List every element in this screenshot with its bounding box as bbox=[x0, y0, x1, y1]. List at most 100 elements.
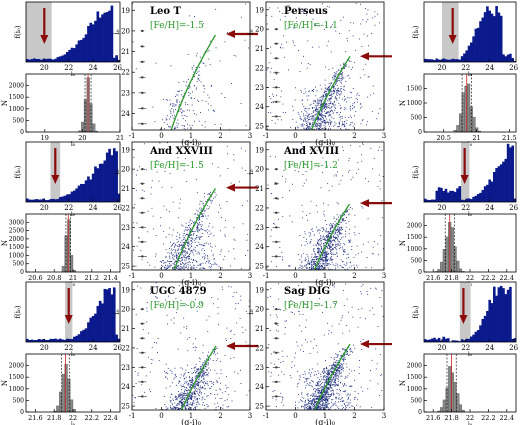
star-point bbox=[211, 163, 213, 165]
star-point bbox=[313, 408, 315, 410]
star-point bbox=[207, 215, 209, 217]
star-point bbox=[199, 203, 201, 205]
star-point bbox=[160, 225, 161, 227]
star-point bbox=[172, 105, 174, 107]
star-point bbox=[178, 91, 180, 92]
star-point bbox=[188, 383, 190, 385]
star-point bbox=[348, 116, 350, 118]
star-point bbox=[167, 323, 168, 325]
star-point bbox=[185, 404, 187, 406]
star-point bbox=[178, 403, 179, 405]
star-point bbox=[336, 71, 338, 73]
star-point bbox=[340, 401, 342, 402]
star-point bbox=[320, 187, 322, 189]
star-point bbox=[312, 91, 314, 93]
histogram-bar bbox=[44, 200, 48, 202]
histogram-bar bbox=[82, 329, 86, 342]
star-point bbox=[241, 167, 243, 169]
star-point bbox=[146, 302, 148, 303]
star-point bbox=[311, 253, 313, 255]
star-point bbox=[382, 176, 384, 177]
star-point bbox=[168, 295, 169, 297]
star-point bbox=[336, 370, 338, 372]
star-point bbox=[183, 237, 185, 239]
star-point bbox=[176, 406, 178, 408]
star-point bbox=[320, 244, 322, 246]
histogram-bar bbox=[80, 183, 83, 202]
star-point bbox=[318, 407, 320, 409]
star-point bbox=[337, 356, 339, 358]
star-point bbox=[329, 228, 331, 230]
star-point bbox=[269, 156, 271, 158]
star-point bbox=[366, 290, 368, 292]
histogram-bar bbox=[460, 339, 464, 342]
star-point bbox=[302, 124, 304, 126]
star-point bbox=[324, 391, 326, 393]
star-point bbox=[377, 243, 379, 245]
histogram-bar bbox=[486, 6, 489, 63]
histogram-bar bbox=[117, 338, 121, 342]
star-point bbox=[269, 95, 271, 97]
star-point bbox=[312, 263, 314, 265]
star-point bbox=[321, 383, 323, 385]
star-point bbox=[332, 240, 334, 241]
star-point bbox=[309, 64, 311, 66]
star-point bbox=[323, 104, 325, 106]
histogram-bar bbox=[488, 10, 491, 62]
histogram-bar bbox=[35, 58, 39, 62]
star-point bbox=[184, 382, 186, 384]
star-point bbox=[205, 371, 206, 373]
star-point bbox=[191, 67, 193, 69]
star-point bbox=[313, 250, 315, 252]
star-point bbox=[199, 216, 201, 218]
star-point bbox=[334, 152, 336, 154]
star-point bbox=[335, 82, 337, 84]
star-point bbox=[224, 391, 226, 393]
star-point bbox=[268, 371, 270, 373]
star-point bbox=[329, 103, 331, 105]
star-point bbox=[322, 259, 324, 260]
star-point bbox=[188, 408, 189, 410]
star-point bbox=[174, 105, 176, 107]
star-point bbox=[227, 406, 229, 407]
star-point bbox=[290, 300, 292, 302]
star-point bbox=[308, 262, 310, 264]
star-point bbox=[331, 24, 333, 26]
star-point bbox=[316, 247, 318, 249]
star-point bbox=[328, 231, 329, 233]
star-point bbox=[367, 19, 369, 20]
star-point bbox=[202, 374, 204, 376]
star-point bbox=[316, 124, 318, 126]
star-point bbox=[167, 265, 169, 267]
star-point bbox=[186, 116, 188, 118]
star-point bbox=[329, 269, 331, 270]
star-point bbox=[273, 95, 275, 97]
cmd-xlabel: (g-i)₀ bbox=[315, 138, 335, 147]
star-point bbox=[311, 106, 313, 108]
star-point bbox=[169, 400, 171, 402]
star-point bbox=[222, 404, 224, 406]
star-point bbox=[336, 230, 338, 232]
star-point bbox=[197, 99, 198, 101]
star-point bbox=[324, 116, 326, 117]
star-point bbox=[165, 99, 167, 100]
star-point bbox=[309, 118, 311, 120]
star-point bbox=[142, 189, 144, 191]
star-point bbox=[190, 234, 192, 236]
star-point bbox=[188, 91, 190, 93]
star-point bbox=[295, 87, 297, 89]
star-point bbox=[170, 65, 172, 67]
star-point bbox=[319, 381, 320, 383]
star-point bbox=[220, 389, 222, 391]
star-point bbox=[175, 127, 177, 129]
star-point bbox=[333, 248, 335, 250]
star-point bbox=[203, 196, 205, 198]
star-point bbox=[348, 30, 350, 32]
star-point bbox=[306, 127, 307, 129]
star-point bbox=[199, 375, 201, 377]
star-point bbox=[327, 234, 329, 236]
star-point bbox=[204, 257, 206, 259]
star-point bbox=[178, 408, 180, 410]
star-point bbox=[319, 260, 321, 262]
